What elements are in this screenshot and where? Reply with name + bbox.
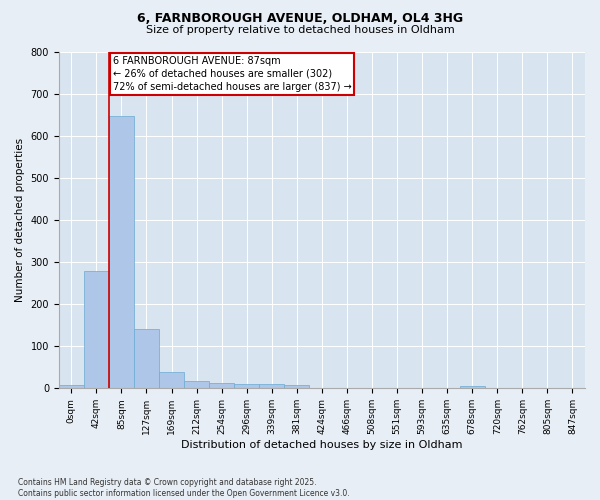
Bar (284, 386, 310, 388)
Y-axis label: Number of detached properties: Number of detached properties (15, 138, 25, 302)
Bar (84, 272, 109, 388)
Bar (109, 116, 134, 388)
Bar (134, 328, 159, 388)
Text: Size of property relative to detached houses in Oldham: Size of property relative to detached ho… (146, 25, 454, 35)
Text: Contains HM Land Registry data © Crown copyright and database right 2025.
Contai: Contains HM Land Registry data © Crown c… (18, 478, 350, 498)
Bar (259, 384, 284, 388)
Text: 6 FARNBOROUGH AVENUE: 87sqm
← 26% of detached houses are smaller (302)
72% of se: 6 FARNBOROUGH AVENUE: 87sqm ← 26% of det… (113, 56, 352, 92)
Bar (184, 381, 209, 388)
X-axis label: Distribution of detached houses by size in Oldham: Distribution of detached houses by size … (181, 440, 463, 450)
Bar (59, 386, 84, 388)
Bar (460, 386, 485, 388)
Bar (159, 372, 184, 388)
Text: 6, FARNBOROUGH AVENUE, OLDHAM, OL4 3HG: 6, FARNBOROUGH AVENUE, OLDHAM, OL4 3HG (137, 12, 463, 26)
Bar (209, 383, 234, 388)
Bar (234, 384, 259, 388)
